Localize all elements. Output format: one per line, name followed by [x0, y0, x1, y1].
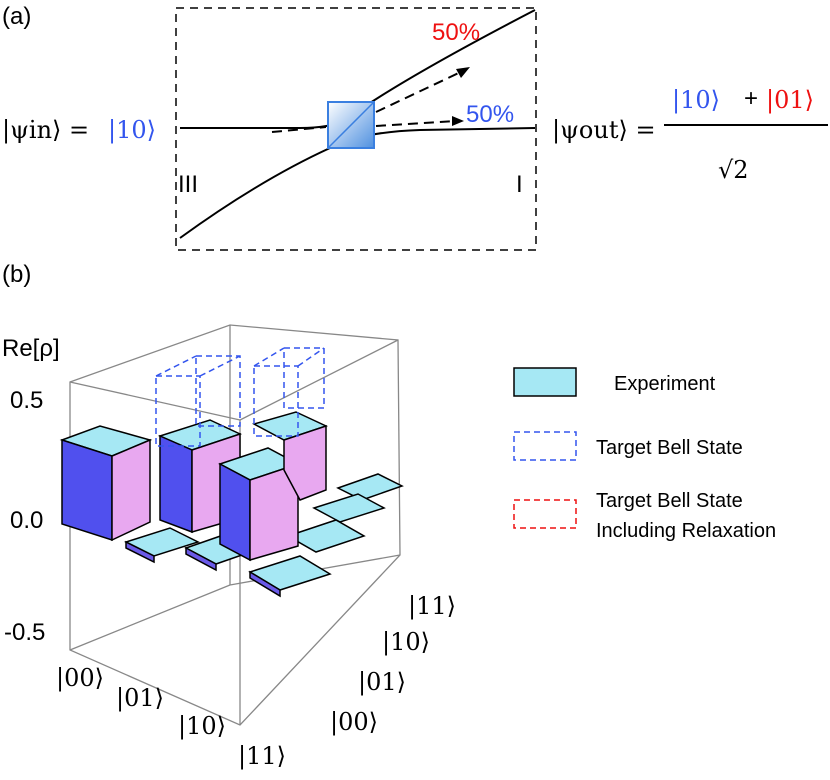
legend-relax-line1: Target Bell State: [596, 490, 743, 512]
out-top-percent: 50%: [432, 19, 480, 46]
col-tick: |11⟩: [408, 592, 456, 621]
out-bottom-percent: 50%: [466, 101, 514, 128]
panel-b-label: (b): [2, 261, 31, 288]
legend-target-swatch: [513, 431, 577, 461]
target-bell-bars: [155, 347, 325, 447]
numerator-b: |01⟩: [766, 86, 814, 115]
numerator-a: |10⟩: [672, 86, 720, 115]
legend-target: Target Bell State: [596, 437, 743, 459]
legend-experiment: Experiment: [614, 373, 716, 395]
z-tick: -0.5: [4, 619, 45, 646]
col-tick: |10⟩: [382, 628, 430, 657]
plot-box: [69, 324, 401, 726]
row-tick: |10⟩: [178, 712, 226, 741]
psi-in-value: |10⟩: [108, 116, 156, 145]
beamsplitter-box: [175, 7, 537, 251]
col-tick: |00⟩: [330, 708, 378, 737]
port-left: III: [178, 171, 198, 198]
panel-a-label: (a): [2, 3, 31, 30]
legend-relax-swatch: [513, 499, 577, 529]
experiment-bars: [59, 411, 404, 598]
col-tick: |01⟩: [358, 668, 406, 697]
legend: Experiment Target Bell State Target Bell…: [513, 367, 776, 542]
legend-experiment-swatch: [513, 367, 577, 397]
z-tick: 0.0: [10, 507, 43, 534]
plus-sign: +: [744, 85, 758, 112]
psi-out-label: |ψout⟩ =: [552, 116, 656, 145]
z-axis-label: Re[ρ]: [2, 335, 60, 362]
port-right: I: [516, 171, 523, 198]
row-tick: |00⟩: [56, 664, 104, 693]
denominator: √2: [718, 156, 749, 184]
psi-in-label: |ψin⟩ =: [2, 116, 89, 145]
row-tick: |11⟩: [238, 742, 286, 771]
z-tick: 0.5: [10, 387, 43, 414]
path-bottom: [179, 127, 536, 239]
row-tick: |01⟩: [116, 684, 164, 713]
legend-relax-line2: Including Relaxation: [596, 520, 776, 542]
